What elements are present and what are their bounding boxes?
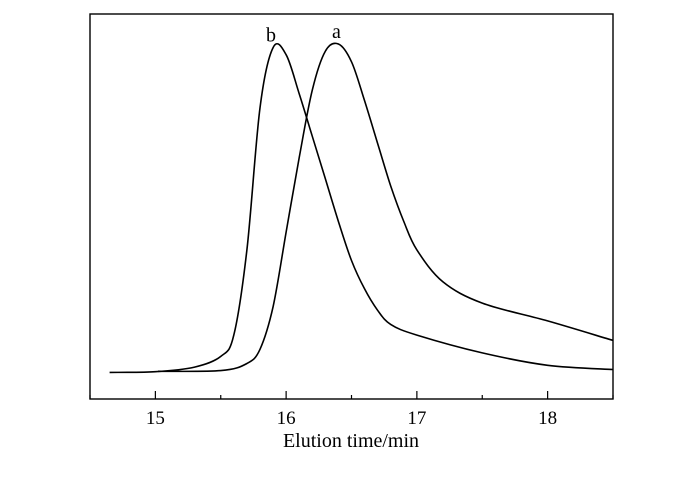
x-tick-label: 18 bbox=[538, 408, 557, 429]
x-tick-label: 15 bbox=[146, 408, 165, 429]
x-axis-ticks bbox=[89, 391, 614, 399]
x-tick-label: 17 bbox=[407, 408, 426, 429]
x-tick-label: 16 bbox=[277, 408, 296, 429]
x-axis-tick-labels: 15 16 17 18 bbox=[146, 408, 557, 429]
x-axis-label: Elution time/min bbox=[283, 430, 419, 452]
series-a-label: a bbox=[332, 21, 341, 43]
series-a-line bbox=[157, 42, 614, 373]
plot-frame bbox=[89, 13, 614, 400]
series-b-label: b bbox=[266, 25, 276, 47]
series-b-line bbox=[109, 43, 614, 374]
plot-border bbox=[89, 13, 614, 400]
series-labels: ab bbox=[266, 21, 341, 47]
series-group bbox=[109, 42, 614, 374]
